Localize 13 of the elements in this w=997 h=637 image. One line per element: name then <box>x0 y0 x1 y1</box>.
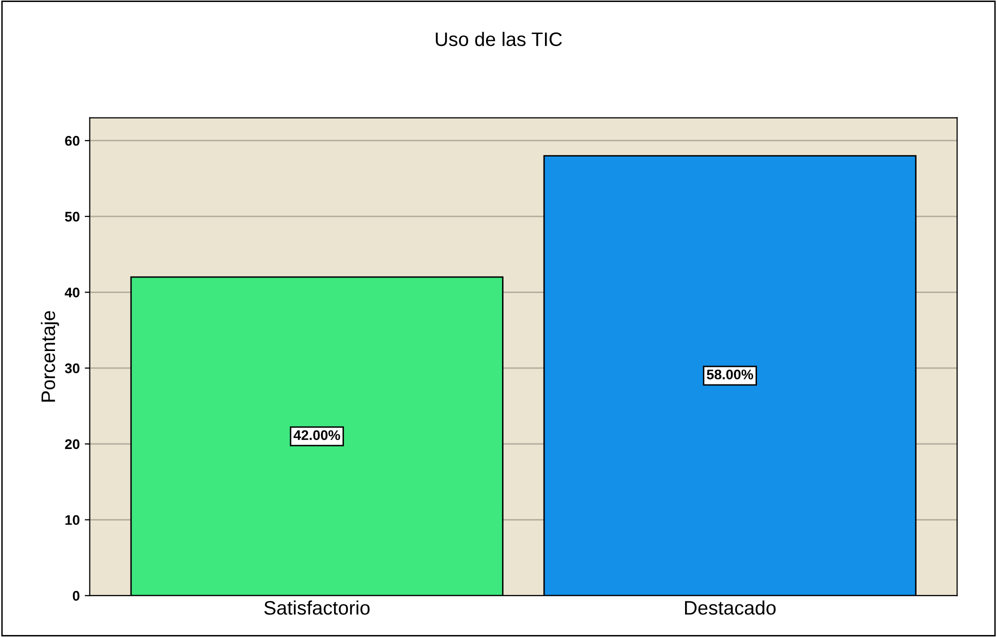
y-axis-title: Porcentaje <box>40 311 60 402</box>
data-label: 42.00% <box>294 430 340 440</box>
y-tick-label: 0 <box>72 590 80 601</box>
y-tick-label: 40 <box>64 288 80 298</box>
data-label: 58.00% <box>706 370 754 380</box>
y-tick-label: 20 <box>65 439 80 450</box>
chart-title: Uso de las TIC <box>436 32 562 46</box>
y-tick-label: 50 <box>64 212 80 222</box>
y-tick-label: 60 <box>65 136 80 146</box>
x-tick-label: Satisfactorio <box>264 600 370 615</box>
y-tick-label: 10 <box>65 515 80 525</box>
x-tick-label: Destacado <box>685 600 776 615</box>
y-tick-label: 30 <box>64 363 80 374</box>
